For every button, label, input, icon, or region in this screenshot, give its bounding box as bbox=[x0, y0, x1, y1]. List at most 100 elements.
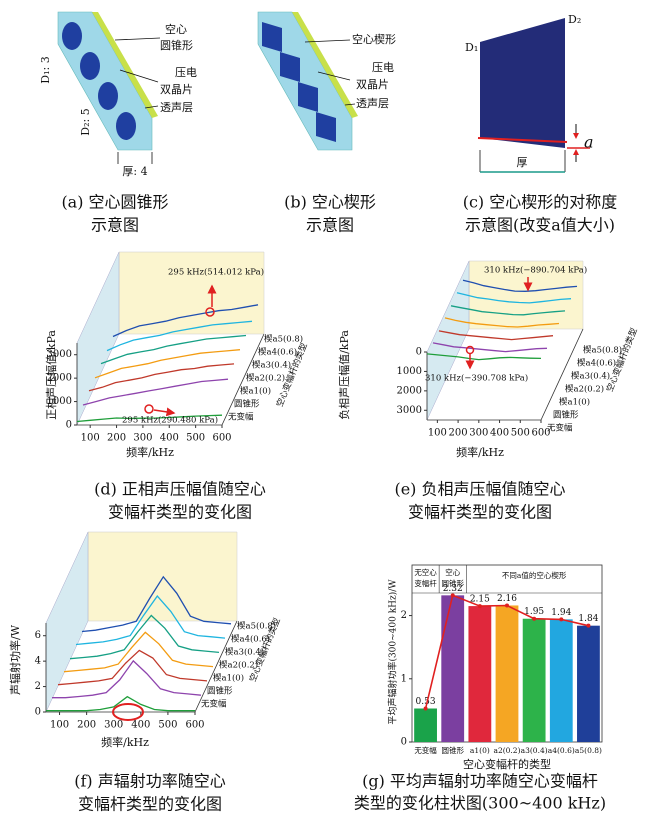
label: D₁: 3 bbox=[39, 56, 52, 83]
x-axis-label: 频率/kHz bbox=[101, 735, 149, 749]
caption: (f) 声辐射功率随空心 bbox=[74, 772, 226, 791]
figure: 空心 圆锥形 压电 双晶片 透声层 D₁: 3 D₂: 5 厚: 4 (a) 空… bbox=[0, 0, 648, 813]
y-tick-label: 2 bbox=[401, 610, 407, 621]
x-tick-label: 200 bbox=[77, 720, 96, 731]
y-tick-label: 1 bbox=[401, 673, 407, 684]
label: 透声层 bbox=[356, 96, 389, 110]
page: { "diagrams": [ {"caption": ["(a) 空心圆锥形"… bbox=[0, 0, 648, 813]
highlight bbox=[145, 405, 153, 413]
cone bbox=[62, 22, 82, 50]
series-line bbox=[46, 697, 195, 711]
series-label: 楔a3(0.4) bbox=[252, 360, 291, 371]
label: 双晶片 bbox=[160, 83, 193, 96]
group-label: 变幅杆 bbox=[414, 578, 437, 588]
x-tick-label: 600 bbox=[212, 433, 231, 444]
y-tick-label: 0 bbox=[401, 737, 407, 748]
cone bbox=[98, 82, 118, 110]
caption: 变幅杆类型的变化图 bbox=[408, 503, 552, 522]
caption: (d) 正相声压幅值随空心 bbox=[94, 480, 266, 499]
caption: 变幅杆类型的变化图 bbox=[78, 795, 222, 813]
series-label: 楔a4(0.6) bbox=[577, 358, 616, 369]
y-axis-label: 正相声压幅值/kPa bbox=[44, 330, 58, 420]
bar bbox=[496, 605, 519, 742]
bar bbox=[468, 606, 491, 742]
x-tick-label: 500 bbox=[186, 433, 205, 444]
label: a bbox=[584, 133, 594, 152]
x-axis-label: 频率/kHz bbox=[126, 445, 174, 459]
label: 空心楔形 bbox=[352, 32, 396, 46]
x-tick-label: 300 bbox=[469, 428, 488, 439]
series-line bbox=[101, 336, 246, 364]
series-line bbox=[58, 650, 207, 684]
wedge-section bbox=[480, 18, 565, 148]
series-label: 楔a1(0) bbox=[559, 397, 590, 408]
y-tick-label: 4 bbox=[35, 656, 41, 667]
trend-marker bbox=[586, 624, 590, 628]
highlight bbox=[467, 347, 474, 354]
series-label: 楔a1(0) bbox=[213, 673, 244, 684]
bar bbox=[523, 619, 546, 742]
series-label: 圆锥形 bbox=[234, 399, 260, 410]
annotation: 310 kHz(−890.704 kPa) bbox=[484, 265, 587, 276]
label: D₂ bbox=[568, 13, 581, 26]
x-tick-label: a5(0.8) bbox=[575, 746, 602, 755]
series-label: 楔a2(0.2) bbox=[565, 384, 604, 395]
trend-marker bbox=[424, 706, 428, 710]
y-tick-label: 1000 bbox=[397, 366, 422, 377]
annotation: 295 kHz(290.480 kPa) bbox=[122, 415, 218, 426]
label: D₁ bbox=[465, 41, 478, 54]
x-tick-label: a3(0.4) bbox=[521, 746, 548, 755]
diagram-b: 空心楔形 压电 双晶片 透声层 (b) 空心楔形 示意图 bbox=[258, 12, 396, 235]
series-label: 楔a5(0.8) bbox=[583, 345, 622, 356]
back-wall bbox=[88, 532, 237, 621]
x-tick-label: 300 bbox=[133, 433, 152, 444]
side-wall bbox=[46, 532, 88, 712]
label: D₂: 5 bbox=[79, 108, 92, 135]
pointer bbox=[115, 38, 160, 40]
x-tick-label: 200 bbox=[107, 433, 126, 444]
label: 透声层 bbox=[160, 100, 193, 114]
group-label: 空心 bbox=[445, 567, 460, 577]
y-tick-label: 6 bbox=[35, 630, 41, 641]
side-wall bbox=[77, 252, 119, 425]
caption: (e) 负相声压幅值随空心 bbox=[394, 480, 565, 499]
x-tick-label: a2(0.2) bbox=[493, 746, 520, 755]
value-label: 2.16 bbox=[497, 594, 517, 604]
x-tick-label: 400 bbox=[490, 428, 509, 439]
series-label: 无变幅 bbox=[201, 699, 227, 710]
trend-marker bbox=[451, 593, 455, 597]
label: 压电 bbox=[175, 66, 197, 79]
y-tick-label: 2000 bbox=[397, 385, 422, 396]
diagram-c: D₁ D₂ a 厚 (c) 空心楔形的对称度 示意图(改变a值大小) bbox=[463, 13, 618, 235]
x-tick-label: 100 bbox=[428, 428, 447, 439]
diagram-a: 空心 圆锥形 压电 双晶片 透声层 D₁: 3 D₂: 5 厚: 4 (a) 空… bbox=[39, 12, 197, 235]
series-label: 无变幅 bbox=[547, 423, 573, 434]
trend-marker bbox=[532, 617, 536, 621]
series-label: 圆锥形 bbox=[553, 410, 579, 421]
series-line bbox=[89, 364, 234, 391]
value-label: 1.94 bbox=[551, 608, 571, 618]
label: 厚 bbox=[517, 156, 528, 169]
y-tick-label: 2 bbox=[35, 681, 41, 692]
x-tick-label: 圆锥形 bbox=[441, 745, 464, 755]
cone bbox=[80, 52, 100, 80]
trend-marker bbox=[478, 604, 482, 608]
x-axis-label: 频率/kHz bbox=[456, 445, 504, 459]
value-label: 2.32 bbox=[443, 584, 463, 594]
caption: 类型的变化柱状图(300~400 kHz) bbox=[354, 794, 606, 813]
y-tick-label: 3000 bbox=[397, 405, 422, 416]
y-tick-label: 0 bbox=[35, 707, 41, 718]
series-line bbox=[52, 661, 201, 698]
label: 双晶片 bbox=[356, 78, 389, 91]
caption: 示意图 bbox=[306, 216, 354, 235]
x-tick-label: 200 bbox=[449, 428, 468, 439]
series-line bbox=[83, 379, 228, 405]
series-label: 楔a1(0) bbox=[240, 386, 271, 397]
x-tick-label: a4(0.6) bbox=[548, 746, 575, 755]
x-tick-label: 600 bbox=[185, 720, 204, 731]
x-tick-label: 400 bbox=[131, 720, 150, 731]
series-label: 楔a4(0.6) bbox=[258, 347, 297, 358]
series-label: 楔a3(0.4) bbox=[571, 371, 610, 382]
label: 压电 bbox=[372, 61, 394, 74]
series-label: 楔a2(0.2) bbox=[246, 373, 285, 384]
